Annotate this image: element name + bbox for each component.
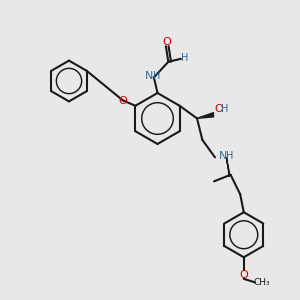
Text: N: N	[219, 151, 228, 160]
Text: O: O	[163, 37, 172, 47]
Text: O: O	[239, 270, 248, 280]
Polygon shape	[226, 157, 230, 177]
Text: CH₃: CH₃	[254, 278, 270, 287]
Text: H: H	[226, 151, 234, 160]
Polygon shape	[197, 112, 214, 118]
Text: O: O	[118, 95, 127, 106]
Text: H: H	[153, 71, 160, 81]
Text: O: O	[215, 104, 224, 114]
Text: N: N	[145, 71, 153, 81]
Text: H: H	[181, 52, 188, 63]
Text: H: H	[220, 104, 228, 114]
